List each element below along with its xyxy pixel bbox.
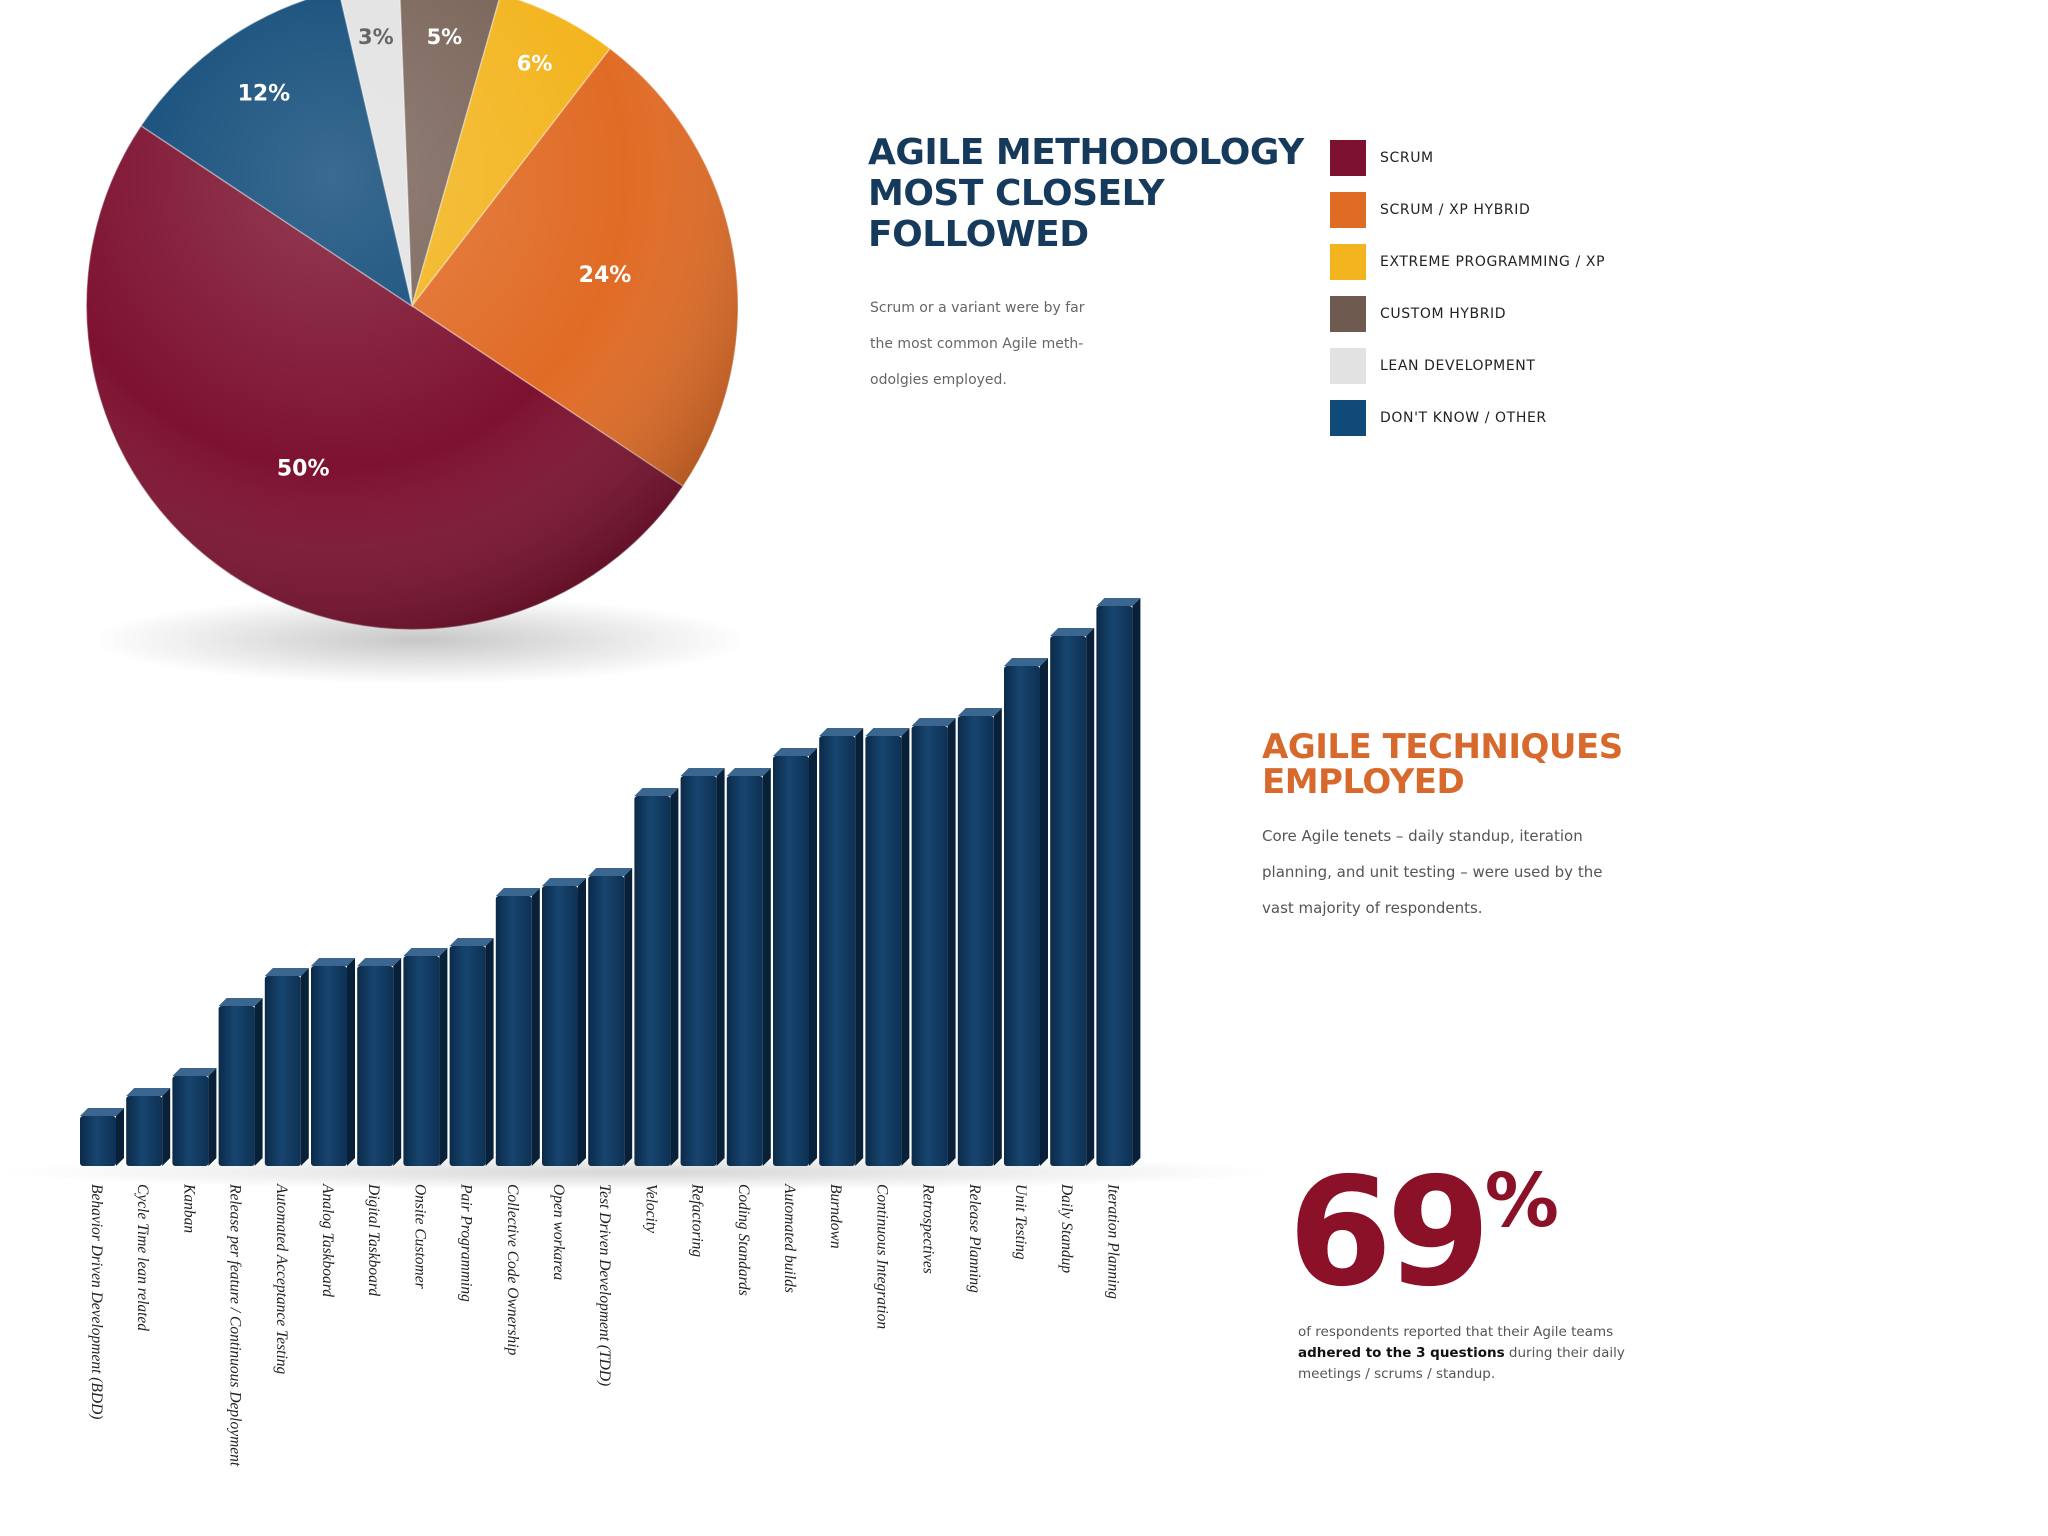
bar-category-label: Cycle Time lean related [134, 1184, 151, 1331]
bar-chart-description: Core Agile tenets – daily standup, itera… [1262, 818, 1652, 926]
bars [80, 598, 1141, 1166]
stat-note: of respondents reported that their Agile… [1298, 1322, 1628, 1385]
bar-category-label: Kanban [180, 1183, 197, 1233]
bar-title-line: EMPLOYED [1262, 762, 1465, 802]
bar-kanban [172, 1068, 217, 1166]
stat-note-before: of respondents reported that their Agile… [1298, 1324, 1614, 1340]
bar-category-label: Open workarea [550, 1184, 567, 1281]
legend-swatch [1330, 400, 1366, 436]
pie-slice-label: 5% [427, 25, 463, 49]
pie-slice-label: 24% [579, 263, 632, 288]
bar-title-line: AGILE TECHNIQUES [1262, 727, 1623, 767]
legend-label: SCRUM [1380, 150, 1434, 166]
bar-category-label: Test Driven Development (TDD) [596, 1184, 613, 1386]
pie-desc-line: the most common Agile meth- [870, 336, 1084, 352]
bar-test-driven-development-tdd [588, 868, 633, 1166]
bar-refactoring [680, 768, 725, 1166]
pie-chart-title: AGILE METHODOLOGY MOST CLOSELY FOLLOWED [868, 132, 1308, 255]
legend-swatch [1330, 348, 1366, 384]
bar-cycle-time-lean-related [126, 1088, 171, 1166]
bar-release-planning [957, 708, 1002, 1166]
bar-retrospectives [911, 718, 956, 1166]
bar-velocity [634, 788, 679, 1166]
legend-swatch [1330, 192, 1366, 228]
bar-burndown [819, 728, 864, 1166]
pie-chart-description: Scrum or a variant were by far the most … [870, 290, 1140, 398]
bar-chart-title: AGILE TECHNIQUES EMPLOYED [1262, 730, 1702, 800]
bar-digital-taskboard [357, 958, 402, 1166]
pie-legend: SCRUM SCRUM / XP HYBRID EXTREME PROGRAMMIN… [1330, 132, 1605, 444]
bar-behavior-driven-development-bdd [80, 1108, 124, 1166]
bar-daily-standup [1050, 628, 1095, 1166]
bar-category-labels: Behavior Driven Development (BDD) Cycle T… [88, 1183, 1121, 1467]
bar-automated-builds [773, 748, 817, 1166]
bar-coding-standards [726, 768, 771, 1166]
bar-category-label: Retrospectives [920, 1183, 937, 1274]
legend-swatch [1330, 244, 1366, 280]
bar-category-label: Analog Taskboard [319, 1183, 336, 1297]
bar-category-label: Automated builds [781, 1183, 798, 1293]
pie-title-line: FOLLOWED [868, 214, 1089, 255]
pie-desc-line: odolgies employed. [870, 372, 1007, 388]
legend-swatch [1330, 296, 1366, 332]
stat-figure: 69% [1288, 1158, 1559, 1308]
legend-label: CUSTOM HYBRID [1380, 306, 1507, 322]
bar-category-label: Unit Testing [1012, 1184, 1029, 1260]
legend-label: DON'T KNOW / OTHER [1380, 410, 1547, 426]
stat-note-after: during their daily meetings / scrums / s… [1298, 1345, 1625, 1382]
legend-swatch [1330, 140, 1366, 176]
bar-category-label: Pair Programming [458, 1183, 475, 1302]
bar-iteration-planning [1096, 598, 1141, 1166]
bar-category-label: Burndown [827, 1184, 844, 1249]
bar-category-label: Behavior Driven Development (BDD) [88, 1184, 105, 1419]
pie-slice-label: 6% [517, 52, 553, 76]
bar-onsite-customer [403, 948, 448, 1166]
legend-item-scrum-xp-hybrid: SCRUM / XP HYBRID [1330, 184, 1605, 236]
bar-analog-taskboard [311, 958, 355, 1166]
bar-category-label: Automated Acceptance Testing [273, 1183, 290, 1375]
pie-slice-label: 50% [277, 457, 330, 482]
bar-category-label: Iteration Planning [1104, 1183, 1121, 1299]
stat-note-bold: adhered to the 3 questions [1298, 1345, 1505, 1361]
legend-item-scrum: SCRUM [1330, 132, 1605, 184]
bar-automated-acceptance-testing [264, 968, 309, 1166]
bar-desc-line: Core Agile tenets – daily standup, itera… [1262, 827, 1583, 845]
pie-desc-line: Scrum or a variant were by far [870, 300, 1085, 316]
bar-open-workarea [542, 878, 586, 1166]
bar-category-label: Onsite Customer [411, 1184, 428, 1290]
pie-title-line: AGILE METHODOLOGY [868, 132, 1304, 173]
pie-labels: 3% 5% 6% 24% 50% 12% [238, 25, 632, 482]
bar-category-label: Continuous Integration [873, 1184, 890, 1329]
bar-chart: Behavior Driven Development (BDD) Cycle T… [0, 598, 1280, 1467]
legend-label: SCRUM / XP HYBRID [1380, 202, 1531, 218]
bar-category-label: Release Planning [966, 1183, 983, 1293]
stat-unit: % [1484, 1158, 1559, 1244]
legend-item-don-t-know-other: DON'T KNOW / OTHER [1330, 392, 1605, 444]
bar-category-label: Velocity [642, 1184, 659, 1233]
legend-label: EXTREME PROGRAMMING / XP [1380, 254, 1606, 270]
legend-item-lean-development: LEAN DEVELOPMENT [1330, 340, 1605, 392]
stat-value: 69 [1288, 1146, 1491, 1320]
bar-collective-code-ownership [495, 888, 540, 1166]
bar-category-label: Digital Taskboard [365, 1183, 382, 1296]
bar-unit-testing [1004, 658, 1048, 1166]
bar-desc-line: planning, and unit testing – were used b… [1262, 863, 1603, 881]
bar-continuous-integration [865, 728, 910, 1166]
legend-label: LEAN DEVELOPMENT [1380, 358, 1536, 374]
pie-title-line: MOST CLOSELY [868, 173, 1165, 214]
bar-category-label: Collective Code Ownership [504, 1184, 521, 1356]
bar-category-label: Refactoring [689, 1183, 706, 1257]
legend-item-custom-hybrid: CUSTOM HYBRID [1330, 288, 1605, 340]
bar-release-per-feature-continuous-deployment [218, 998, 263, 1166]
pie-slice-label: 3% [358, 25, 394, 49]
bar-category-label: Daily Standup [1058, 1183, 1075, 1273]
bar-desc-line: vast majority of respondents. [1262, 899, 1483, 917]
bar-pair-programming [449, 938, 494, 1166]
legend-item-extreme-programming-xp: EXTREME PROGRAMMING / XP [1330, 236, 1605, 288]
pie-slice-label: 12% [238, 82, 291, 107]
bar-category-label: Coding Standards [735, 1184, 752, 1296]
bar-category-label: Release per feature / Continuous Deploym… [227, 1183, 244, 1467]
